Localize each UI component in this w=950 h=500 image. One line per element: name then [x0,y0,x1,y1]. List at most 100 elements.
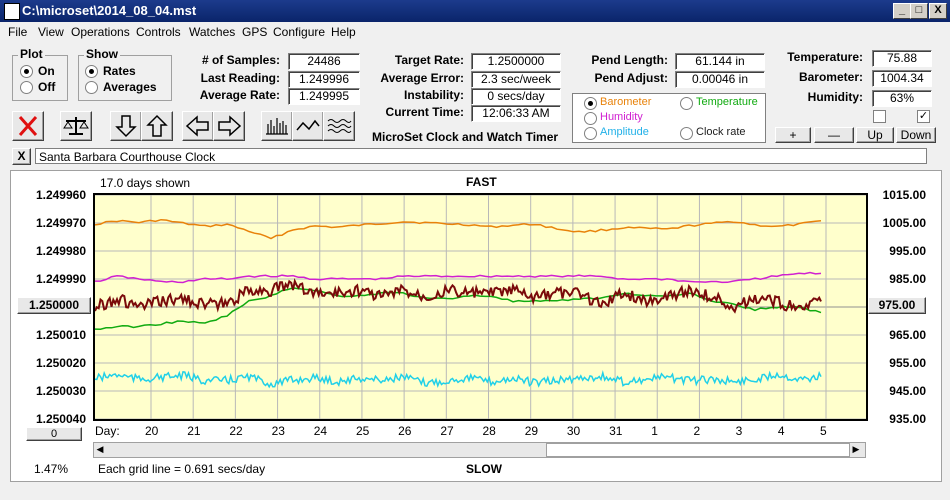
scroll-down-button[interactable] [110,111,142,141]
menu-gps[interactable]: GPS [242,25,268,39]
down-button[interactable]: Down [896,127,936,143]
current-time-value: 12:06:33 AM [471,105,561,122]
show-group [78,55,172,101]
right-tick-label: 955.00 [889,356,926,370]
menu-file[interactable]: File [8,25,28,39]
plot-area[interactable] [93,193,868,421]
offset-button[interactable]: 0 [26,427,82,441]
barometer-label: Barometer: [798,70,863,84]
plot-off-radio[interactable] [20,81,33,94]
menu-help[interactable]: Help [331,25,356,39]
bar-view-button[interactable] [261,111,293,141]
pend-adjust-value: 0.00046 in [675,71,765,88]
scroll-left-icon[interactable]: ◀ [96,444,104,454]
x-tick-label: 30 [566,424,581,438]
bar-chart-icon [266,118,288,135]
right-tick-label: 965.00 [889,328,926,342]
menu-operations[interactable]: Operations [71,25,130,39]
grid-note: Each grid line = 0.691 secs/day [98,462,266,476]
x-tick-label: 25 [355,424,370,438]
right-tick-label: 1005.00 [882,216,926,230]
plot-group [12,55,68,101]
rate-series-line [94,278,822,314]
menu-watches[interactable]: Watches [189,25,236,39]
target-rate-value[interactable]: 1.2500000 [471,53,561,70]
x-tick-label: 4 [777,424,785,438]
samples-value: 24486 [288,53,360,70]
barometer-option-label: Barometer [600,96,652,108]
menu-view[interactable]: View [38,25,64,39]
right-tick-label: 945.00 [889,384,926,398]
scroll-up-button[interactable] [141,111,173,141]
line-chart-icon [296,119,320,131]
x-tick-label: 1 [651,424,658,438]
humidity-radio[interactable] [584,112,597,125]
average-rate-label: Average Rate: [199,88,280,102]
line-view-button[interactable] [292,111,324,141]
days-shown-label: 17.0 days shown [100,176,191,190]
x-tick-label: 22 [229,424,243,438]
temperature-label: Temperature: [787,50,863,64]
center-rate-button[interactable]: 1.250000 [17,297,91,314]
average-error-label: Average Error: [380,71,464,85]
center-baro-button[interactable]: 975.00 [868,297,926,314]
barometer-value: 1004.34 [872,70,932,87]
watch-name-field[interactable]: Santa Barbara Courthouse Clock [35,148,927,164]
day-label: Day: [95,424,120,438]
x-tick-label: 24 [313,424,328,438]
wave-view-button[interactable] [323,111,355,141]
x-tick-label: 31 [609,424,623,438]
pend-length-label: Pend Length: [591,53,668,67]
window-title: C:\microset\2014_08_04.mst [22,3,197,18]
show-rates-label: Rates [103,64,136,78]
humidity-label: Humidity: [807,90,863,104]
minimize-button[interactable]: _ [893,3,911,19]
menu-controls[interactable]: Controls [136,25,181,39]
menu-bar: File View Operations Controls Watches GP… [0,22,950,42]
left-tick-label: 1.250030 [35,384,86,398]
close-watch-button[interactable]: X [12,148,31,165]
last-reading-label: Last Reading: [200,71,280,85]
right-tick-label: 985.00 [889,272,926,286]
up-button[interactable]: Up [856,127,894,143]
x-tick-label: 29 [524,424,539,438]
scroll-left-button[interactable] [182,111,214,141]
pend-adjust-label: Pend Adjust: [594,71,668,85]
x-tick-label: 26 [398,424,412,438]
amplitude-radio[interactable] [584,127,597,140]
scroll-right-icon[interactable]: ▶ [852,444,860,454]
close-window-button[interactable]: X [929,3,947,19]
clockrate-radio[interactable] [680,127,693,140]
temperature-option-label: Temperature [696,96,758,108]
arrow-down-icon [115,115,137,138]
maximize-button[interactable]: □ [910,3,928,19]
balance-button[interactable] [60,111,92,141]
menu-configure[interactable]: Configure [273,25,326,39]
option-checkbox-2[interactable]: ✓ [917,110,930,123]
amplitude-series-line [94,370,822,389]
plot-off-label: Off [38,80,56,94]
barometer-radio[interactable] [584,97,597,110]
left-tick-label: 1.250010 [35,328,86,342]
plot-on-radio[interactable] [20,65,33,78]
x-tick-label: 3 [735,424,743,438]
x-tick-label: 2 [693,424,701,438]
option-checkbox-1[interactable] [873,110,886,123]
scroll-right-button[interactable] [213,111,245,141]
temperature-radio[interactable] [680,97,693,110]
show-averages-radio[interactable] [85,81,98,94]
right-tick-label: 935.00 [889,412,926,426]
x-tick-label: 28 [482,424,496,438]
slow-label: SLOW [466,462,502,476]
stop-button[interactable] [12,111,44,141]
minus-button[interactable]: — [814,127,854,143]
app-name: MicroSet Clock and Watch Timer [372,130,559,144]
plus-button[interactable]: + [775,127,811,143]
scrollbar-thumb[interactable] [546,443,850,457]
title-bar: C:\microset\2014_08_04.mst _ □ X [0,0,950,22]
x-tick-label: 20 [145,424,159,438]
arrow-left-icon [185,115,209,137]
temperature-series-line [94,287,822,330]
pend-length-value[interactable]: 61.144 in [675,53,765,70]
show-rates-radio[interactable] [85,65,98,78]
